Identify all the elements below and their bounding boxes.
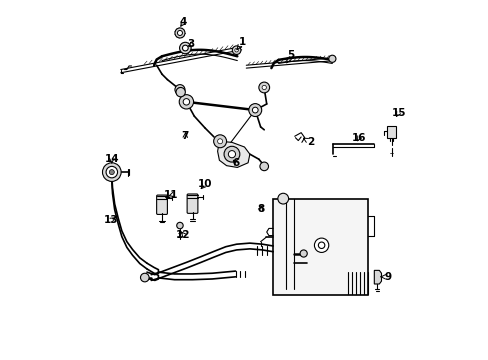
Circle shape bbox=[258, 82, 269, 93]
Text: 5: 5 bbox=[286, 50, 294, 63]
Circle shape bbox=[176, 222, 183, 229]
Text: 14: 14 bbox=[104, 154, 119, 164]
Circle shape bbox=[224, 146, 239, 162]
Circle shape bbox=[328, 55, 335, 62]
Circle shape bbox=[277, 193, 288, 204]
Circle shape bbox=[213, 135, 226, 148]
Circle shape bbox=[140, 273, 149, 282]
Text: 15: 15 bbox=[391, 108, 405, 118]
FancyBboxPatch shape bbox=[187, 194, 198, 213]
Circle shape bbox=[318, 242, 324, 248]
Circle shape bbox=[182, 45, 188, 51]
Circle shape bbox=[179, 95, 193, 109]
Circle shape bbox=[183, 99, 189, 105]
Circle shape bbox=[217, 139, 222, 144]
Circle shape bbox=[102, 163, 121, 181]
Text: 13: 13 bbox=[103, 215, 118, 225]
FancyBboxPatch shape bbox=[156, 195, 167, 215]
Circle shape bbox=[252, 107, 258, 113]
Circle shape bbox=[175, 85, 184, 95]
Text: 2: 2 bbox=[303, 138, 314, 147]
Circle shape bbox=[248, 104, 261, 117]
Circle shape bbox=[234, 48, 238, 52]
Text: 7: 7 bbox=[181, 131, 189, 141]
Text: 3: 3 bbox=[187, 40, 195, 49]
Circle shape bbox=[178, 87, 182, 92]
Text: 10: 10 bbox=[198, 179, 212, 189]
Circle shape bbox=[300, 250, 306, 257]
Text: 6: 6 bbox=[231, 158, 239, 168]
Text: 1: 1 bbox=[236, 37, 246, 50]
Text: 16: 16 bbox=[351, 133, 366, 143]
Circle shape bbox=[262, 85, 266, 90]
Polygon shape bbox=[217, 141, 249, 167]
FancyBboxPatch shape bbox=[386, 126, 395, 138]
Circle shape bbox=[232, 46, 241, 54]
Text: 9: 9 bbox=[380, 272, 391, 282]
Circle shape bbox=[177, 31, 182, 36]
Circle shape bbox=[109, 170, 114, 175]
Circle shape bbox=[314, 238, 328, 252]
Polygon shape bbox=[373, 270, 381, 284]
Text: 11: 11 bbox=[164, 190, 178, 200]
Circle shape bbox=[175, 28, 184, 38]
Text: 12: 12 bbox=[176, 230, 190, 239]
Text: 4: 4 bbox=[180, 17, 187, 27]
Circle shape bbox=[260, 162, 268, 171]
Text: 8: 8 bbox=[257, 204, 264, 215]
Circle shape bbox=[106, 166, 117, 178]
Circle shape bbox=[176, 87, 185, 97]
FancyBboxPatch shape bbox=[273, 199, 367, 296]
Circle shape bbox=[228, 150, 235, 158]
Circle shape bbox=[179, 42, 191, 54]
